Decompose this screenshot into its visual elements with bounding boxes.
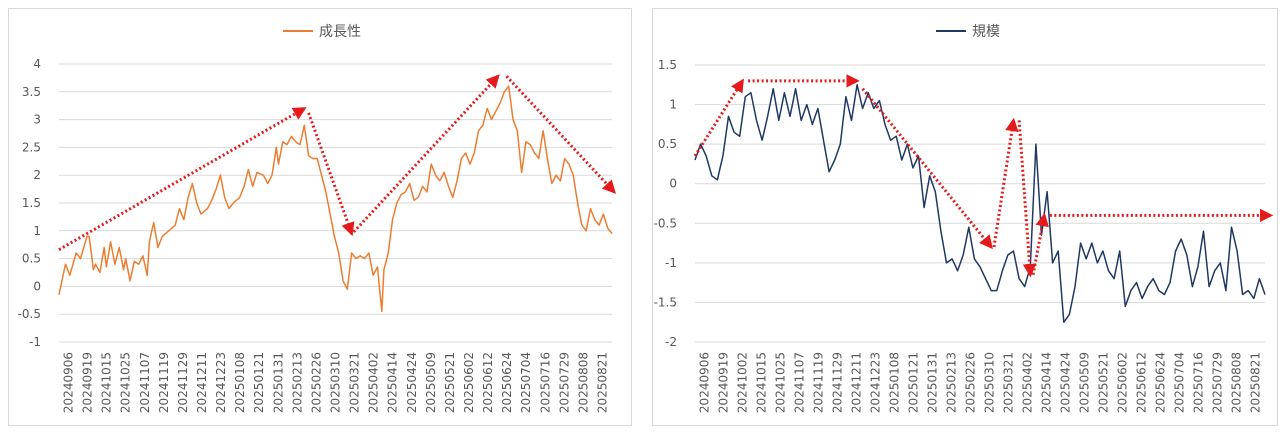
x-tick-label: 20250321 xyxy=(1002,352,1016,413)
x-tick-label: 20250624 xyxy=(1154,352,1168,413)
growth-series-line xyxy=(58,85,613,313)
x-tick-label: 20250213 xyxy=(290,352,304,413)
x-tick-label: 20250226 xyxy=(309,352,323,413)
x-tick-label: 20241223 xyxy=(214,352,228,413)
x-tick-label: 20241129 xyxy=(176,352,190,413)
chart-panel-scale: -2 -1.5 -1 -0.5 0 0.5 1 1.5 20240906 20240919 2024… xyxy=(652,8,1278,426)
trend-arrow xyxy=(992,117,1019,248)
scale-series-line xyxy=(694,84,1266,323)
x-tick-label: 20250226 xyxy=(964,352,978,413)
x-tick-label: 20250321 xyxy=(348,352,362,413)
x-tick-label: 20240906 xyxy=(62,352,76,413)
y-tick-label: -2 xyxy=(665,335,677,349)
x-tick-label: 20241025 xyxy=(774,352,788,413)
x-tick-label: 20250108 xyxy=(888,352,902,413)
x-tick-label: 20250821 xyxy=(1249,352,1263,413)
x-tick-label: 20240919 xyxy=(717,352,731,413)
x-tick-label: 20241211 xyxy=(850,352,864,413)
x-tick-label: 20241107 xyxy=(138,352,152,413)
x-tick-label: 20250131 xyxy=(926,352,940,413)
x-tick-label: 20241119 xyxy=(812,352,826,413)
x-tick-label: 20241025 xyxy=(119,352,133,413)
y-tick-label: -1 xyxy=(29,335,41,349)
y-tick-label: 0 xyxy=(669,177,677,191)
x-tick-label: 20250521 xyxy=(443,352,457,413)
x-tick-label: 20250808 xyxy=(1230,352,1244,413)
y-tick-label: 0.5 xyxy=(658,137,677,151)
x-tick-label: 20241211 xyxy=(195,352,209,413)
x-tick-label: 20250213 xyxy=(945,352,959,413)
x-tick-label: 20250624 xyxy=(500,352,514,413)
x-tick-label: 20241002 xyxy=(736,352,750,413)
x-tick-label: 20250602 xyxy=(462,352,476,413)
y-tick-label: 1.5 xyxy=(658,58,677,72)
x-tick-label: 20250716 xyxy=(1192,352,1206,413)
y-tick-label: -0.5 xyxy=(654,216,677,230)
x-tick-label: 20250509 xyxy=(1078,352,1092,413)
trend-arrow xyxy=(307,112,355,237)
trend-arrow xyxy=(1031,212,1049,276)
x-tick-label: 20250131 xyxy=(271,352,285,413)
trend-arrow xyxy=(1017,120,1037,278)
x-tick-label: 20250521 xyxy=(1097,352,1111,413)
y-tick-label: 2 xyxy=(33,168,41,182)
chart-panel-growth: -1 -0.5 0 0.5 1 1.5 2 2.5 3 3.5 4 20240906 20240919 2… xyxy=(8,8,632,426)
x-tick-label: 20250612 xyxy=(481,352,495,413)
growth-chart: -1 -0.5 0 0.5 1 1.5 2 2.5 3 3.5 4 20240906 20240919 2… xyxy=(18,24,616,413)
x-tick-label: 20250729 xyxy=(1211,352,1225,413)
trend-arrow xyxy=(505,75,616,194)
x-tick-label: 20250121 xyxy=(907,352,921,413)
y-tick-label: 0 xyxy=(33,279,41,293)
legend-label: 規模 xyxy=(972,24,1000,40)
trend-arrow xyxy=(58,107,307,252)
trend-arrow xyxy=(352,74,500,233)
x-tick-label: 20240906 xyxy=(698,352,712,413)
x-tick-label: 20250402 xyxy=(367,352,381,413)
trend-arrow xyxy=(693,78,744,157)
y-tick-label: 3.5 xyxy=(22,85,41,99)
y-tick-label: -1 xyxy=(665,256,677,270)
y-tick-label: -0.5 xyxy=(18,307,41,321)
x-tick-label: 20250602 xyxy=(1116,352,1130,413)
x-tick-label: 20250121 xyxy=(252,352,266,413)
y-tick-label: -1.5 xyxy=(654,295,677,309)
x-tick-label: 20250716 xyxy=(538,352,552,413)
x-tick-label: 20241107 xyxy=(793,352,807,413)
x-tick-label: 20250509 xyxy=(424,352,438,413)
x-tick-label: 20241015 xyxy=(100,352,114,413)
x-tick-label: 20250808 xyxy=(576,352,590,413)
x-tick-label: 20250424 xyxy=(405,352,419,413)
x-tick-label: 20241119 xyxy=(157,352,171,413)
x-tick-label: 20250729 xyxy=(557,352,571,413)
x-tick-label: 20250612 xyxy=(1135,352,1149,413)
x-tick-label: 20250108 xyxy=(233,352,247,413)
legend-label: 成長性 xyxy=(319,24,361,40)
y-tick-label: 1 xyxy=(669,98,677,112)
x-tick-label: 20250821 xyxy=(595,352,609,413)
y-tick-label: 1 xyxy=(33,224,41,238)
x-tick-label: 20240919 xyxy=(81,352,95,413)
x-tick-label: 20250414 xyxy=(1040,352,1054,413)
x-tick-label: 20250704 xyxy=(1173,352,1187,413)
y-tick-label: 4 xyxy=(33,57,41,71)
y-tick-label: 1.5 xyxy=(22,196,41,210)
y-tick-label: 0.5 xyxy=(22,252,41,266)
x-tick-label: 20250424 xyxy=(1059,352,1073,413)
x-tick-label: 20241015 xyxy=(755,352,769,413)
x-tick-label: 20250402 xyxy=(1021,352,1035,413)
y-tick-label: 3 xyxy=(33,113,41,127)
x-tick-label: 20250310 xyxy=(329,352,343,413)
scale-chart: -2 -1.5 -1 -0.5 0 0.5 1 1.5 20240906 20240919 2024… xyxy=(654,24,1274,413)
y-tick-label: 2.5 xyxy=(22,140,41,154)
x-tick-label: 20250414 xyxy=(386,352,400,413)
x-tick-label: 20250310 xyxy=(983,352,997,413)
x-tick-label: 20241223 xyxy=(869,352,883,413)
x-tick-label: 20241129 xyxy=(831,352,845,413)
x-tick-label: 20250704 xyxy=(519,352,533,413)
